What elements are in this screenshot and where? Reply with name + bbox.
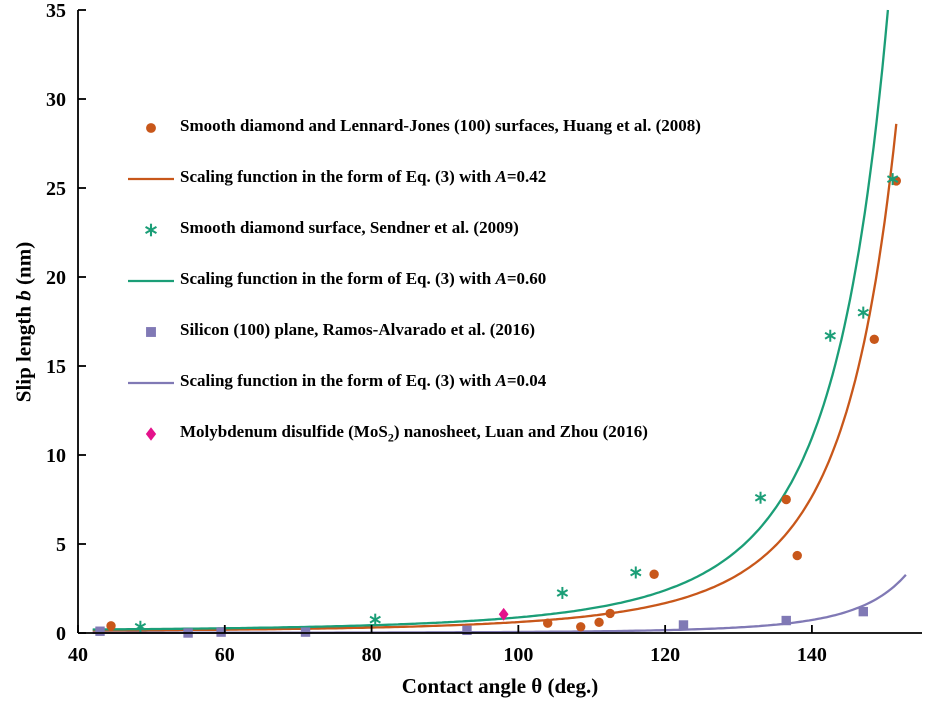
- legend-label: Molybdenum disulfide (MoS2) nanosheet, L…: [180, 422, 648, 445]
- legend-item: Smooth diamond and Lennard-Jones (100) s…: [128, 116, 701, 139]
- legend-marker-mos2-diamond: [145, 427, 157, 441]
- legend-item: Molybdenum disulfide (MoS2) nanosheet, L…: [128, 422, 701, 445]
- y-tick-label: 10: [46, 445, 66, 467]
- series-asterisk: [134, 173, 899, 633]
- y-axis-label-text: Slip length: [11, 300, 36, 403]
- y-tick-label: 5: [56, 534, 66, 556]
- legend-label-italic: A: [495, 371, 507, 391]
- legend-item: Scaling function in the form of Eq. (3) …: [128, 269, 701, 292]
- legend-label-text: Scaling function in the form of Eq. (3) …: [180, 371, 496, 391]
- legend: Smooth diamond and Lennard-Jones (100) s…: [128, 116, 701, 474]
- legend-marker-sendner-asterisk: [145, 223, 157, 237]
- legend-line-a060: [128, 279, 174, 283]
- legend-label: Scaling function in the form of Eq. (3) …: [180, 269, 546, 292]
- series-circle: [106, 176, 902, 632]
- legend-item: Scaling function in the form of Eq. (3) …: [128, 167, 701, 190]
- legend-label-text: Scaling function in the form of Eq. (3) …: [180, 167, 496, 187]
- legend-label: Silicon (100) plane, Ramos-Alvarado et a…: [180, 320, 535, 343]
- fit-curve: [92, 123, 898, 632]
- legend-item: Smooth diamond surface, Sendner et al. (…: [128, 218, 701, 241]
- y-tick-label: 15: [46, 356, 66, 378]
- legend-label-text: Silicon (100) plane, Ramos-Alvarado et a…: [180, 320, 536, 340]
- tick-labels: 40 60 80 100 120 140 0 5 10 15 20 25 30 35: [46, 0, 827, 666]
- x-tick-label: 40: [68, 644, 88, 666]
- y-tick-label: 25: [46, 178, 66, 200]
- x-tick-label: 100: [503, 644, 533, 666]
- legend-label-text: =0.04: [506, 371, 547, 391]
- legend-label: Scaling function in the form of Eq. (3) …: [180, 371, 546, 394]
- legend-label: Smooth diamond and Lennard-Jones (100) s…: [180, 116, 701, 139]
- legend-label: Scaling function in the form of Eq. (3) …: [180, 167, 546, 190]
- legend-label-italic: A: [495, 167, 507, 187]
- x-tick-label: 60: [215, 644, 235, 666]
- legend-line-a004: [128, 381, 174, 385]
- y-tick-label: 20: [46, 267, 66, 289]
- legend-item: Scaling function in the form of Eq. (3) …: [128, 371, 701, 394]
- x-tick-label: 120: [650, 644, 680, 666]
- legend-label-text: Scaling function in the form of Eq. (3) …: [180, 269, 496, 289]
- x-tick-label: 80: [362, 644, 382, 666]
- legend-marker-huang-circle: [146, 123, 156, 133]
- axes: [77, 9, 922, 634]
- legend-item: Silicon (100) plane, Ramos-Alvarado et a…: [128, 320, 701, 343]
- y-axis-label: Slip length b (nm): [12, 242, 37, 402]
- legend-label-italic: A: [495, 269, 507, 289]
- legend-label: Smooth diamond surface, Sendner et al. (…: [180, 218, 519, 241]
- legend-label-text: Smooth diamond surface, Sendner et al. (…: [180, 218, 519, 238]
- legend-label-sub: 2: [387, 430, 394, 445]
- x-axis-label: Contact angle θ (deg.): [401, 674, 599, 698]
- legend-label-text: Molybdenum disulfide (MoS: [180, 422, 388, 442]
- series-diamond: [498, 607, 509, 621]
- legend-label-text: =0.42: [506, 167, 547, 187]
- legend-label-text: Smooth diamond and Lennard-Jones (100) s…: [180, 116, 701, 136]
- legend-label-text: =0.60: [506, 269, 547, 289]
- y-axis-label-text: (nm): [11, 241, 36, 291]
- legend-line-a042: [128, 177, 174, 181]
- legend-marker-ramos-square: [146, 327, 156, 337]
- legend-label-text: ) nanosheet, Luan and Zhou (2016): [393, 422, 648, 442]
- y-tick-label: 30: [46, 89, 66, 111]
- y-tick-label: 0: [56, 623, 66, 645]
- y-axis-label-italic: b: [11, 290, 36, 301]
- x-tick-label: 140: [797, 644, 827, 666]
- y-tick-label: 35: [46, 0, 66, 22]
